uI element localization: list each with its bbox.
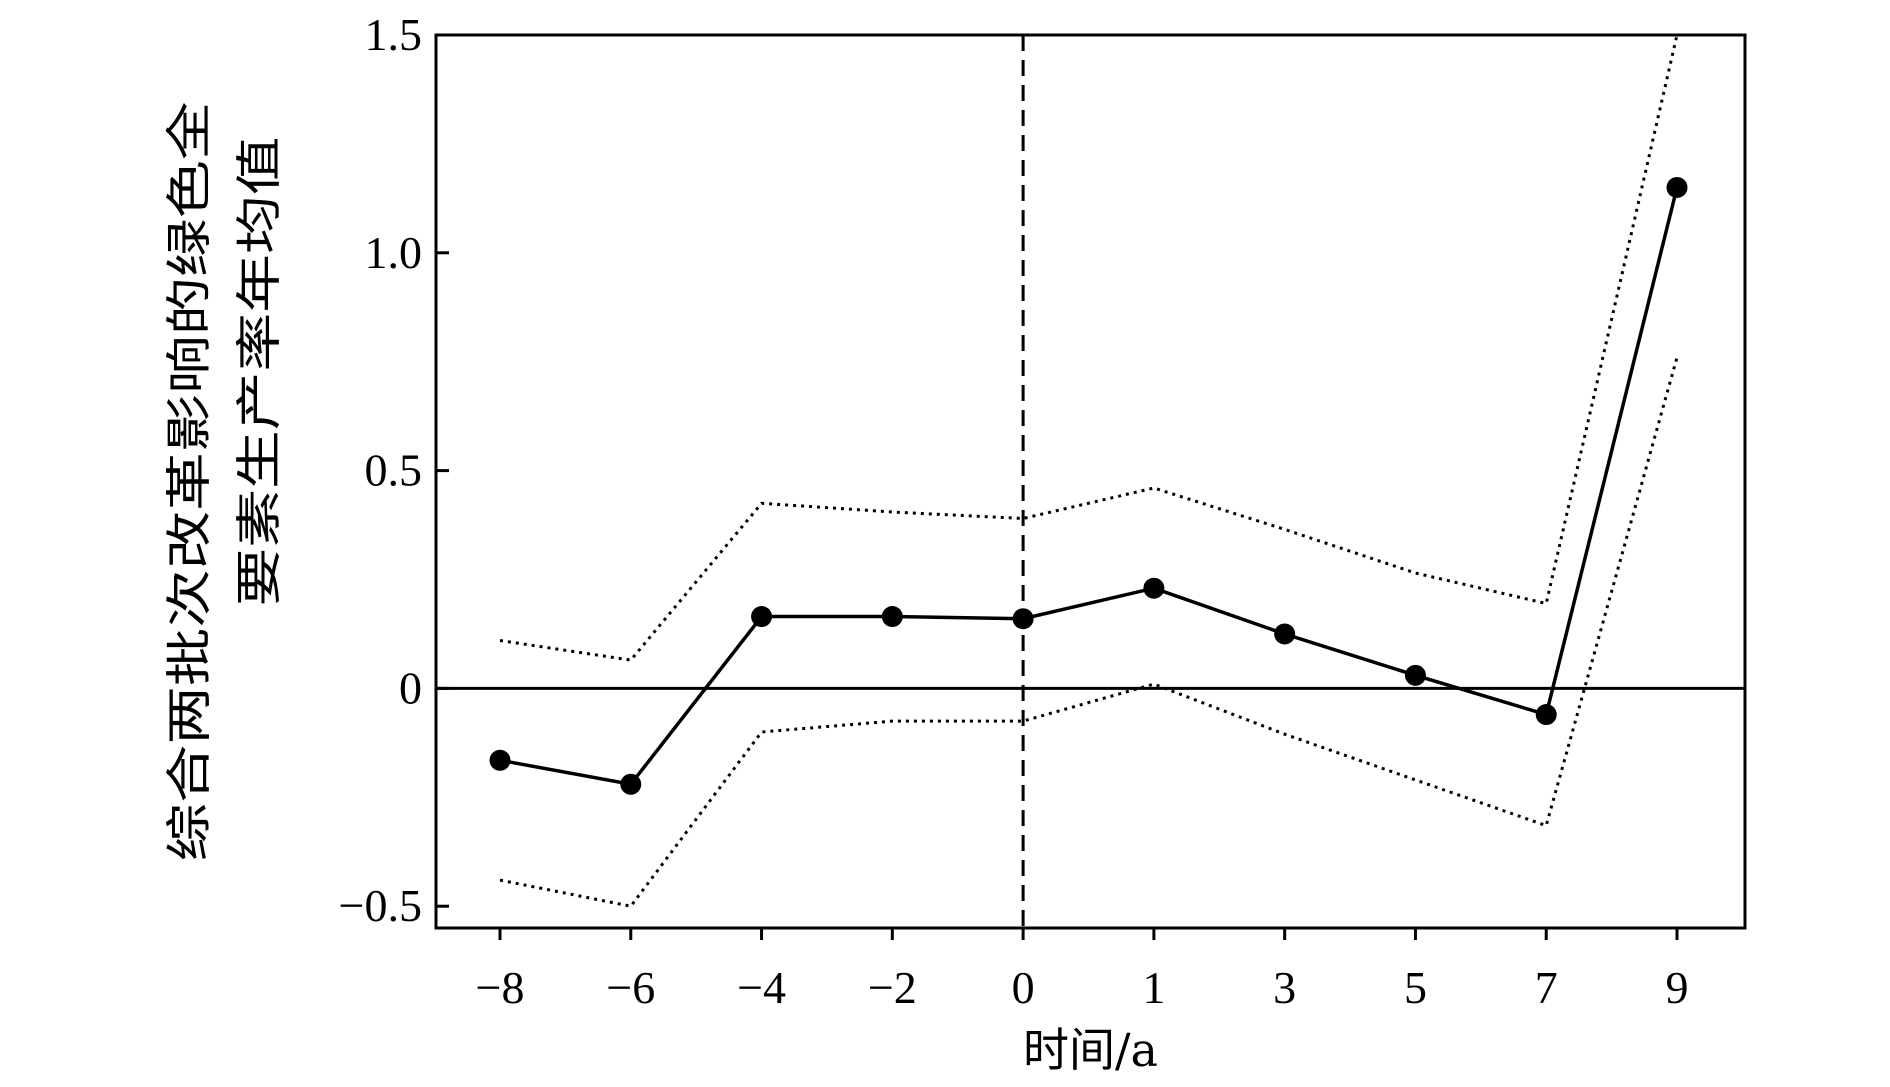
- y-tick-label: −0.5: [339, 880, 422, 931]
- estimate-point: [1012, 608, 1034, 630]
- y-axis-title-line-2: 要素生产率年均值: [232, 137, 286, 607]
- x-axis: −8 −6 −4 −2 0 1 3 5 7 9: [476, 928, 1689, 1013]
- estimate-point: [1666, 176, 1688, 198]
- y-tick-label: 1.5: [365, 9, 423, 60]
- estimate-point: [489, 749, 511, 771]
- reference-lines: [436, 35, 1745, 928]
- x-tick-label: 0: [1012, 962, 1035, 1013]
- x-tick-label: −2: [868, 962, 917, 1013]
- upper-bound-line: [499, 35, 1679, 662]
- x-tick-label: −6: [606, 962, 655, 1013]
- x-tick-label: 1: [1142, 962, 1165, 1013]
- estimate-point: [1143, 577, 1165, 599]
- y-tick-label: 1.0: [365, 227, 423, 278]
- x-tick-label: 5: [1404, 962, 1427, 1013]
- y-tick-label: 0.5: [365, 445, 423, 496]
- estimate-point: [620, 773, 642, 795]
- y-axis: −0.5 0 0.5 1.0 1.5: [339, 9, 449, 931]
- lower-bound-line: [499, 356, 1679, 908]
- x-tick-label: −4: [737, 962, 786, 1013]
- x-tick-label: −8: [476, 962, 525, 1013]
- estimate-point: [751, 606, 773, 628]
- estimate-point: [1404, 664, 1426, 686]
- x-tick-label: 9: [1666, 962, 1689, 1013]
- estimate-point: [1535, 704, 1557, 726]
- y-tick-label: 0: [399, 662, 422, 713]
- x-tick-label: 7: [1535, 962, 1558, 1013]
- y-axis-title-line-1: 综合两批次改革影响的绿色全: [162, 102, 216, 862]
- estimate-point: [1274, 623, 1296, 645]
- estimate-line: [499, 187, 1679, 787]
- x-tick-label: 3: [1273, 962, 1296, 1013]
- series-layer: [489, 35, 1688, 908]
- estimate-point: [881, 606, 903, 628]
- plot-frame: [434, 33, 1747, 930]
- x-axis-title: 时间/a: [1023, 1023, 1158, 1077]
